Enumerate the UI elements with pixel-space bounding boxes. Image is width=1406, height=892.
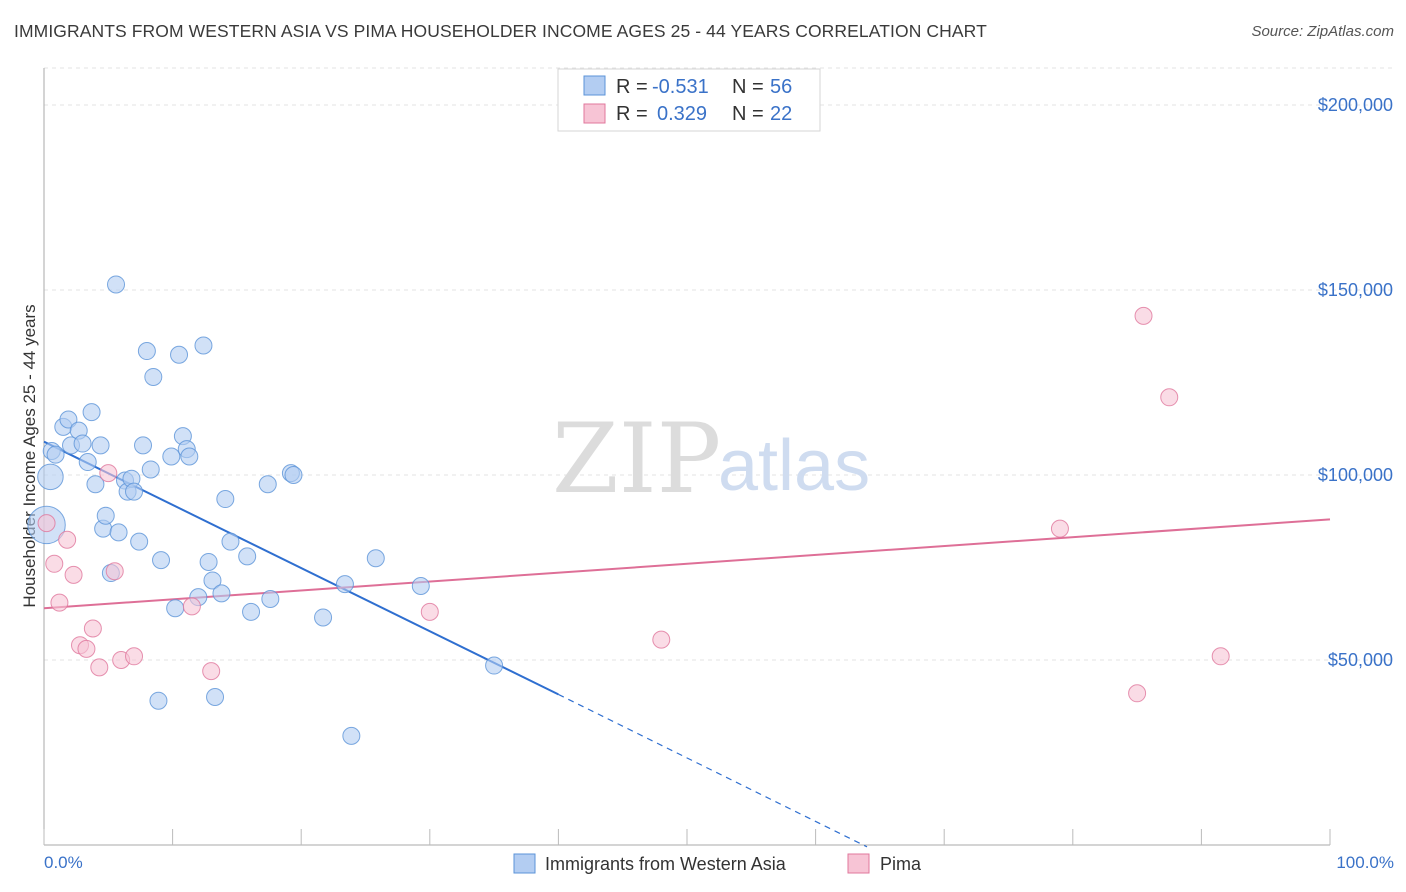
point-western-asia <box>485 656 504 675</box>
point-western-asia <box>314 608 333 627</box>
point-western-asia <box>152 551 171 570</box>
point-western-asia <box>107 275 126 294</box>
series-legend: Immigrants from Western Asia Pima <box>513 853 922 874</box>
legend-n-value-1: 56 <box>770 76 792 98</box>
legend-n-label-1: N = <box>732 76 764 98</box>
point-western-asia <box>199 552 218 571</box>
point-western-asia <box>73 434 92 453</box>
legend-swatch-western-asia <box>583 75 606 96</box>
point-western-asia <box>166 599 185 618</box>
point-western-asia <box>342 726 361 745</box>
point-pima <box>1134 306 1153 325</box>
data-points <box>27 275 1230 745</box>
x-tick-label-max: 100.0% <box>1336 853 1394 872</box>
point-pima <box>83 619 102 638</box>
point-western-asia <box>149 691 168 710</box>
point-western-asia <box>194 336 213 355</box>
series-legend-label-pima: Pima <box>880 854 922 874</box>
chart-title: IMMIGRANTS FROM WESTERN ASIA VS PIMA HOU… <box>14 21 987 41</box>
point-western-asia <box>261 589 280 608</box>
y-tick-label: $50,000 <box>1328 650 1393 670</box>
point-western-asia <box>46 445 65 464</box>
point-western-asia <box>134 436 153 455</box>
point-pima <box>182 597 201 616</box>
point-western-asia <box>37 463 64 491</box>
point-pima <box>1211 647 1230 666</box>
point-pima <box>1160 388 1179 407</box>
legend-r-label-1: R = <box>616 76 648 98</box>
point-pima <box>105 562 124 581</box>
point-western-asia <box>216 490 235 509</box>
point-pima <box>1128 684 1147 703</box>
chart-source: Source: ZipAtlas.com <box>1251 23 1394 40</box>
point-pima <box>202 662 221 681</box>
y-tick-label: $150,000 <box>1318 280 1393 300</box>
y-tick-label: $100,000 <box>1318 465 1393 485</box>
series-legend-swatch-western-asia <box>513 853 536 874</box>
y-tick-label: $200,000 <box>1318 95 1393 115</box>
point-western-asia <box>203 571 222 590</box>
point-western-asia <box>180 447 199 466</box>
point-pima <box>37 514 56 533</box>
point-pima <box>64 565 83 584</box>
point-pima <box>50 593 69 612</box>
legend-n-label-2: N = <box>732 103 764 125</box>
point-western-asia <box>96 506 115 525</box>
point-pima <box>77 639 96 658</box>
watermark-atlas: atlas <box>718 426 870 506</box>
point-western-asia <box>242 602 261 621</box>
legend-r-label-2: R = <box>616 103 648 125</box>
point-western-asia <box>335 575 354 594</box>
legend-n-value-2: 22 <box>770 103 792 125</box>
point-western-asia <box>125 482 144 501</box>
point-western-asia <box>212 584 231 603</box>
point-western-asia <box>221 532 240 551</box>
point-western-asia <box>366 549 385 568</box>
trend-line-pima <box>43 518 1331 610</box>
point-western-asia <box>284 466 303 484</box>
legend-swatch-pima <box>583 103 606 124</box>
watermark: ZIP atlas <box>552 403 870 515</box>
point-western-asia <box>137 342 156 361</box>
y-axis-label: Householder Income Ages 25 - 44 years <box>20 304 39 607</box>
point-western-asia <box>258 475 277 494</box>
point-western-asia <box>170 345 189 364</box>
point-pima <box>1050 519 1069 538</box>
point-western-asia <box>91 436 110 455</box>
point-western-asia <box>59 410 78 429</box>
point-western-asia <box>144 367 163 386</box>
point-western-asia <box>162 447 181 466</box>
point-pima <box>99 464 118 483</box>
x-axis-ticks <box>43 829 1331 845</box>
point-pima <box>90 658 109 677</box>
point-pima <box>45 554 64 573</box>
correlation-legend: R = -0.531 N = 56 R = 0.329 N = 22 <box>557 68 821 132</box>
point-western-asia <box>82 403 101 422</box>
point-pima <box>125 647 144 666</box>
point-western-asia <box>141 460 160 479</box>
point-western-asia <box>411 577 430 595</box>
watermark-zip: ZIP <box>552 403 721 515</box>
point-pima <box>58 530 77 549</box>
legend-r-value-2: 0.329 <box>657 103 707 125</box>
point-pima <box>420 602 439 621</box>
point-pima <box>652 630 671 649</box>
point-western-asia <box>238 547 257 566</box>
point-western-asia <box>206 688 225 706</box>
point-western-asia <box>130 532 149 551</box>
series-legend-swatch-pima <box>847 853 870 874</box>
x-tick-label-min: 0.0% <box>44 853 83 872</box>
point-western-asia <box>86 475 105 494</box>
series-legend-label-western-asia: Immigrants from Western Asia <box>545 854 787 874</box>
point-western-asia <box>78 453 97 472</box>
gridlines <box>44 67 1394 661</box>
y-tick-labels: $50,000 $100,000 $150,000 $200,000 <box>1318 95 1393 670</box>
point-western-asia <box>109 523 128 542</box>
trend-line-western-asia-extension <box>558 693 868 848</box>
legend-r-value-1: -0.531 <box>652 76 709 98</box>
